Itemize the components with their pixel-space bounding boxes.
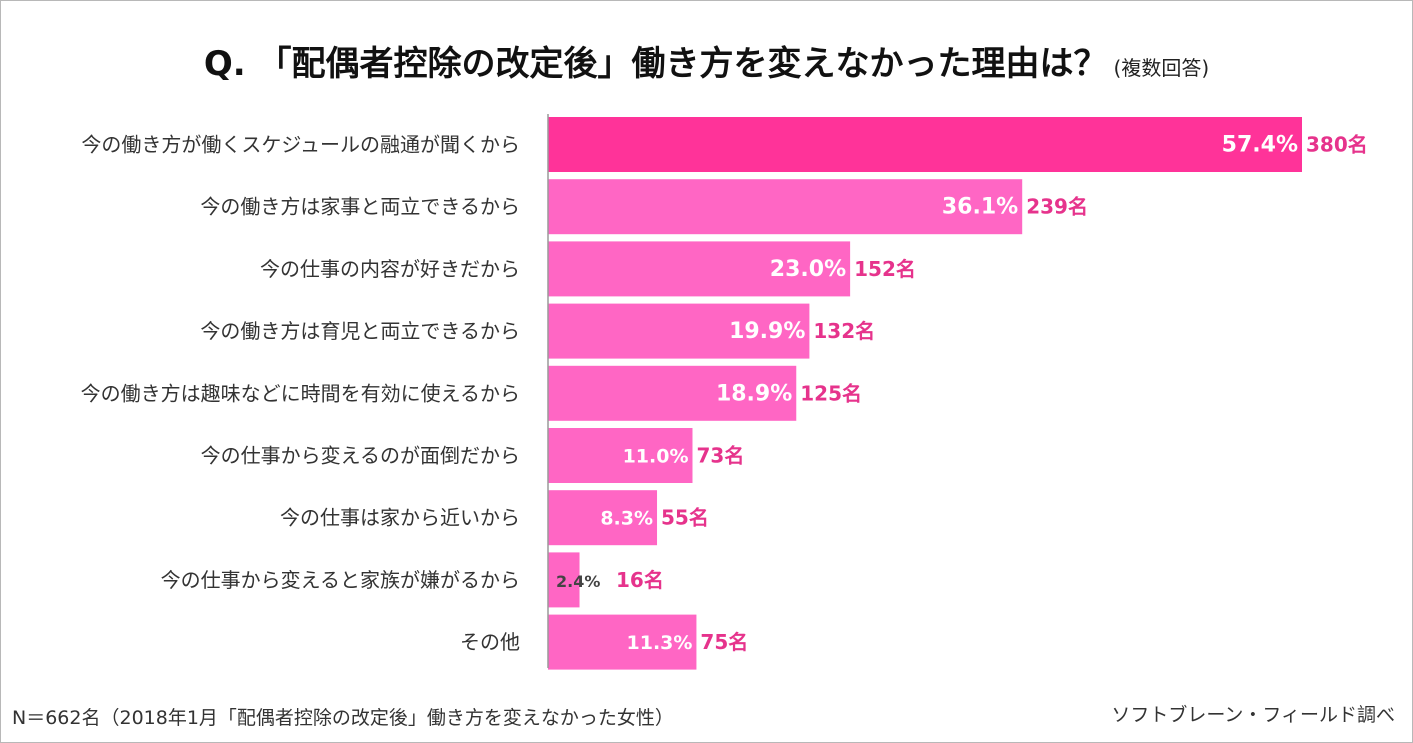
count-label: 73名 bbox=[696, 444, 744, 468]
percent-label: 8.3% bbox=[600, 508, 653, 530]
bar bbox=[548, 614, 697, 670]
count-label: 125名 bbox=[800, 381, 862, 405]
percent-label: 57.4% bbox=[1222, 133, 1298, 158]
percent-label: 18.9% bbox=[716, 381, 792, 406]
count-label: 55名 bbox=[661, 506, 709, 530]
count-label: 152名 bbox=[854, 257, 916, 281]
sample-note: N＝662名（2018年1月「配偶者控除の改定後」働き方を変えなかった女性） bbox=[12, 707, 674, 729]
percent-label: 23.0% bbox=[770, 257, 846, 282]
chart-subtitle: (複数回答) bbox=[1113, 56, 1210, 80]
bar bbox=[548, 365, 797, 421]
count-label: 16名 bbox=[616, 568, 664, 592]
category-label: 今の働き方は家事と両立できるから bbox=[200, 195, 520, 219]
bar bbox=[548, 490, 658, 546]
chart-title-block: Q. 「配偶者控除の改定後」働き方を変えなかった理由は？ (複数回答) bbox=[0, 36, 1413, 85]
percent-label: 36.1% bbox=[942, 195, 1018, 220]
category-label: 今の働き方は育児と両立できるから bbox=[200, 319, 520, 343]
category-label: 今の働き方が働くスケジュールの融通が聞くから bbox=[81, 133, 520, 157]
count-label: 239名 bbox=[1026, 195, 1088, 219]
category-label: 今の仕事から変えると家族が嫌がるから bbox=[161, 568, 520, 592]
category-label: 今の仕事の内容が好きだから bbox=[260, 257, 520, 281]
source-credit: ソフトブレーン・フィールド調べ bbox=[1111, 704, 1395, 726]
chart-title: Q. 「配偶者控除の改定後」働き方を変えなかった理由は？ bbox=[203, 44, 1108, 84]
count-label: 75名 bbox=[700, 630, 748, 654]
category-label: 今の仕事は家から近いから bbox=[280, 506, 520, 530]
bar bbox=[548, 428, 693, 483]
bar bbox=[548, 241, 851, 297]
count-label: 132名 bbox=[813, 319, 875, 343]
bar bbox=[548, 117, 1302, 172]
bar bbox=[548, 179, 1023, 235]
count-label: 380名 bbox=[1306, 133, 1368, 157]
category-label: 今の仕事から変えるのが面倒だから bbox=[201, 444, 520, 468]
percent-label: 19.9% bbox=[729, 319, 805, 344]
bar bbox=[548, 303, 810, 359]
percent-label: 11.0% bbox=[623, 446, 689, 468]
bar bbox=[548, 552, 580, 608]
category-label: 今の働き方は趣味などに時間を有効に使えるから bbox=[81, 381, 520, 405]
percent-label: 2.4% bbox=[556, 572, 600, 591]
category-label: その他 bbox=[460, 630, 520, 654]
percent-label: 11.3% bbox=[627, 632, 693, 654]
